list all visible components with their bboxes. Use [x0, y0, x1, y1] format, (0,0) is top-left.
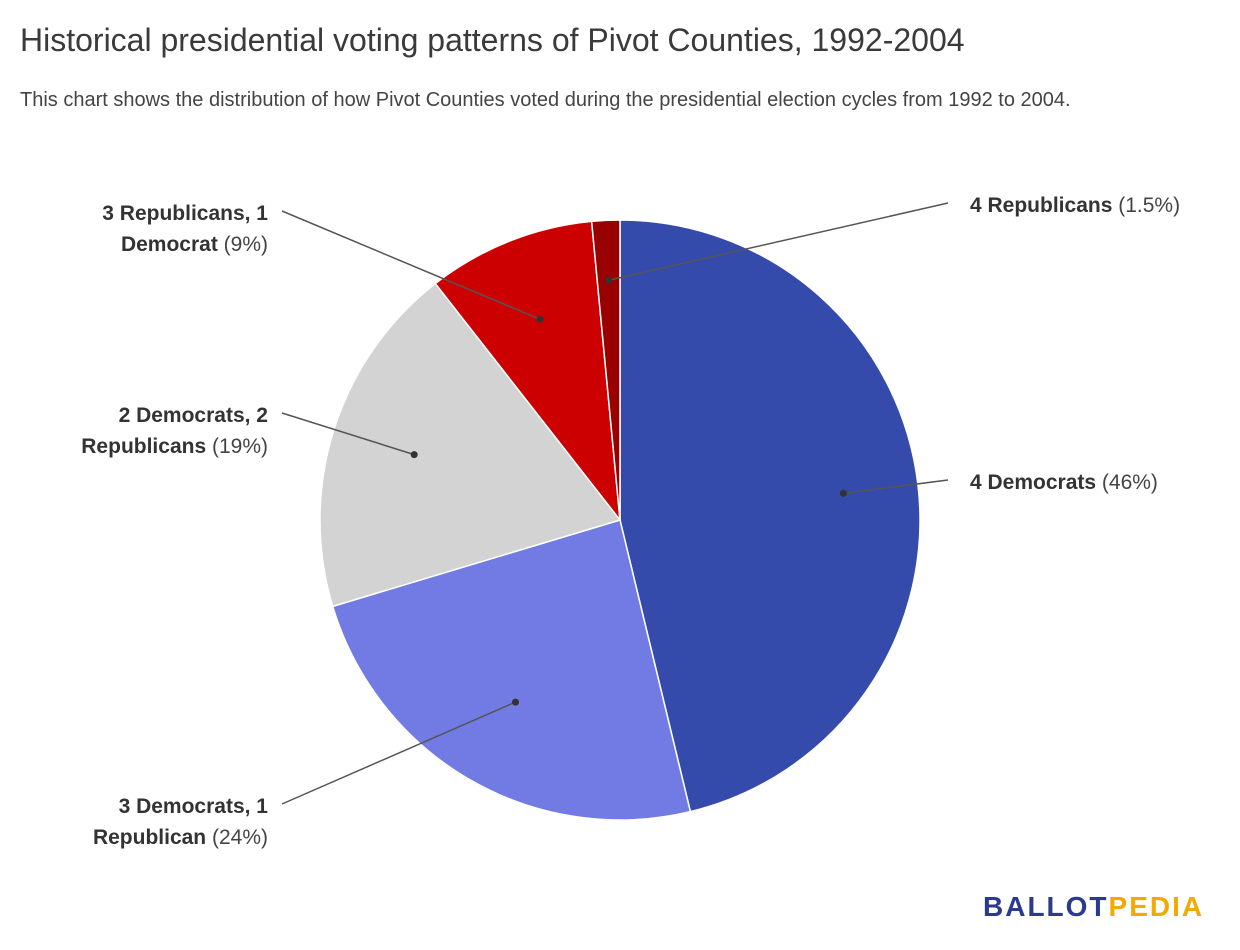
- leader-line-4-republicans: [608, 202, 949, 282]
- leader-line-3-republicans-1-democrat: [281, 210, 541, 320]
- leader-dot-3-democrats-1-republican: [512, 698, 519, 706]
- leader-dot-2-democrats-2-republicans: [410, 451, 418, 459]
- leader-line-2-democrats-2-republicans: [281, 412, 415, 456]
- slice-label-pct: (24%): [206, 826, 268, 849]
- chart-subtitle: This chart shows the distribution of how…: [20, 89, 1071, 111]
- logo-part-ballot: BALLOT: [983, 891, 1109, 922]
- slice-label-line: 3 Democrats, 1: [119, 795, 269, 818]
- slice-label-line: 3 Republicans, 1: [102, 202, 268, 225]
- pie-slices: [319, 219, 921, 821]
- slice-label-2-democrats-2-republicans: 2 Democrats, 2 Republicans (19%): [81, 404, 268, 458]
- slice-label-pct: (1.5%): [1112, 194, 1180, 217]
- slice-label-3-democrats-1-republican: 3 Democrats, 1 Republican (24%): [93, 795, 268, 849]
- slice-label-line: Democrat: [121, 233, 218, 256]
- slice-label-line: 4 Democrats: [970, 471, 1096, 494]
- leader-line-3-democrats-1-republican: [281, 701, 516, 805]
- slice-label-line: 2 Democrats, 2: [119, 404, 268, 427]
- slice-label-pct: (46%): [1096, 471, 1158, 494]
- leader-line-4-democrats: [843, 479, 949, 495]
- slice-labels: 4 Democrats (46%) 3 Democrats, 1 Republica…: [81, 194, 1180, 849]
- ballotpedia-logo: BALLOTPEDIA: [983, 891, 1204, 923]
- leader-lines: [281, 202, 949, 805]
- leader-dot-3-republicans-1-democrat: [536, 315, 544, 323]
- slice-label-line: Republicans: [81, 435, 206, 458]
- slice-label-pct: (9%): [218, 233, 268, 256]
- slice-label-line: Republican: [93, 826, 206, 849]
- slice-label-4-democrats: 4 Democrats (46%): [970, 471, 1158, 494]
- slice-label-3-republicans-1-democrat: 3 Republicans, 1 Democrat (9%): [102, 202, 268, 256]
- leader-dot-4-democrats: [839, 489, 847, 497]
- slice-label-line: 4 Republicans: [970, 194, 1112, 217]
- pie-slice-3-democrats-1-republican: [331, 519, 692, 821]
- logo-part-pedia: PEDIA: [1108, 891, 1205, 922]
- leader-dot-4-republicans: [605, 276, 613, 284]
- chart-title: Historical presidential voting patterns …: [20, 22, 965, 58]
- slice-label-pct: (19%): [206, 435, 268, 458]
- slice-label-4-republicans: 4 Republicans (1.5%): [970, 194, 1180, 217]
- pie-slice-4-republicans: [590, 219, 621, 521]
